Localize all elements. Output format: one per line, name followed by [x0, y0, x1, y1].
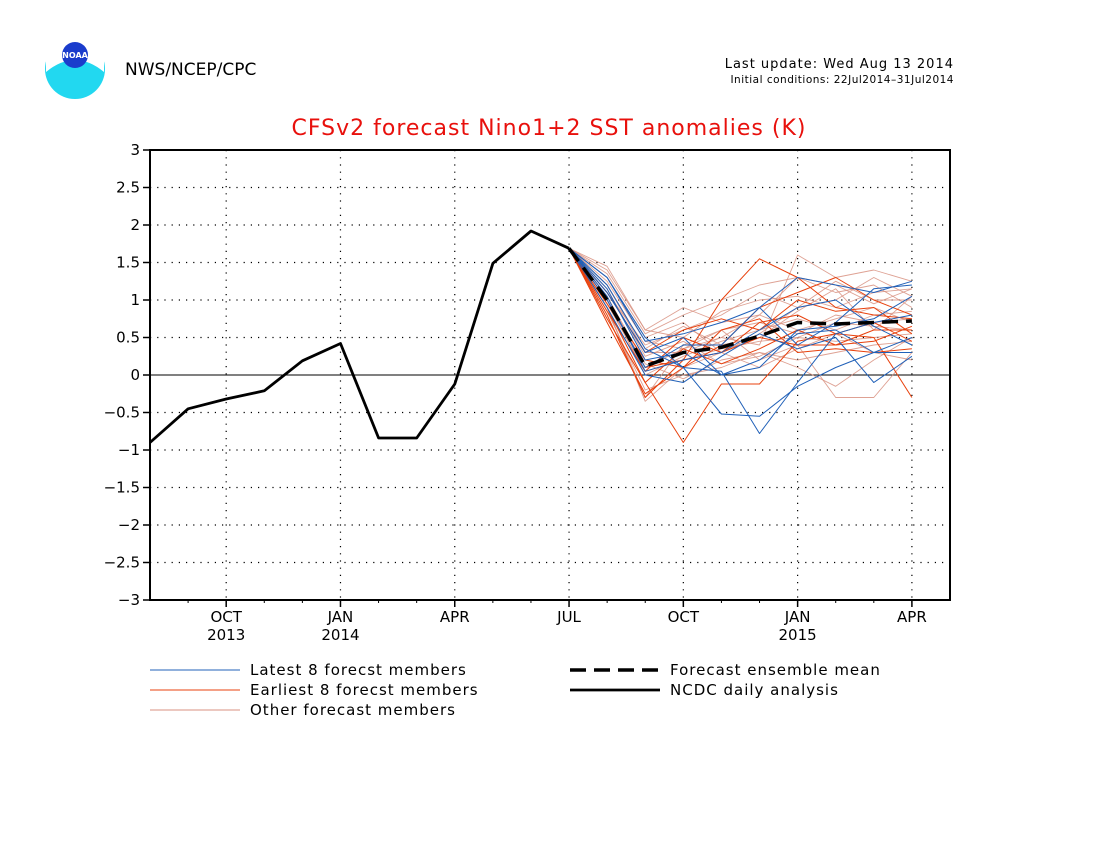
earliest-member-line — [568, 248, 913, 383]
x-tick-label: JAN — [784, 608, 811, 626]
noaa-logo: NOAA — [45, 38, 105, 99]
y-tick-label: 0 — [130, 366, 140, 384]
x-tick-label: OCT — [210, 608, 242, 626]
y-tick-label: 1.5 — [116, 254, 140, 272]
other-member-line — [568, 248, 912, 372]
other-member-line — [568, 247, 913, 331]
x-tick-label: APR — [897, 608, 927, 626]
noaa-logo-center — [62, 42, 88, 68]
x-year-label: 2014 — [321, 626, 359, 644]
analysis-line — [149, 229, 570, 444]
plot-frame — [149, 149, 951, 601]
legend-label-analysis: NCDC daily analysis — [670, 681, 839, 699]
y-tick-label: 2.5 — [116, 179, 140, 197]
ensemble-mean-line — [567, 247, 912, 368]
y-tick-label: −2.5 — [104, 554, 140, 572]
y-axis: −3 −2.5 −2 −1.5 −1 −0.5 0 0.5 1 1.5 2 2.5 3 — [104, 141, 150, 609]
legend-label-mean: Forecast ensemble mean — [670, 661, 881, 679]
x-tick-label: JUL — [556, 608, 581, 626]
y-tick-label: −1.5 — [104, 479, 140, 497]
latest-member-line — [568, 247, 913, 372]
other-member-line — [568, 247, 912, 338]
y-tick-label: −3 — [118, 591, 140, 609]
legend-label-earliest: Earliest 8 forecst members — [250, 681, 479, 699]
chart-title: CFSv2 forecast Nino1+2 SST anomalies (K) — [292, 116, 807, 141]
latest-member-line — [568, 248, 913, 383]
y-tick-label: 2 — [130, 216, 140, 234]
analysis-group — [149, 229, 570, 444]
grid-lines — [150, 150, 950, 600]
x-tick-label: APR — [440, 608, 470, 626]
initial-conditions-label: Initial conditions: 22Jul2014–31Jul2014 — [730, 74, 954, 86]
x-year-label: 2015 — [779, 626, 817, 644]
latest-member-line — [568, 247, 913, 376]
legend-label-latest: Latest 8 forecst members — [250, 661, 467, 679]
latest-member-line — [568, 247, 912, 346]
y-tick-label: 1 — [130, 291, 140, 309]
x-year-label: 2013 — [207, 626, 245, 644]
ensemble-mean-group — [567, 247, 912, 368]
last-update-label: Last update: Wed Aug 13 2014 — [724, 57, 954, 72]
earliest-member-line — [568, 248, 913, 443]
x-tick-label: OCT — [668, 608, 700, 626]
other-member-line — [568, 248, 912, 346]
agency-label: NWS/NCEP/CPC — [125, 60, 257, 80]
noaa-logo-text: NOAA — [62, 51, 88, 60]
y-tick-label: 3 — [130, 141, 140, 159]
x-tick-label: JAN — [327, 608, 354, 626]
y-tick-label: −1 — [118, 441, 140, 459]
earliest-member-line — [568, 248, 913, 372]
latest-member-line — [568, 247, 912, 434]
latest-member-line — [568, 247, 913, 376]
legend: Latest 8 forecst members Earliest 8 forec… — [150, 661, 881, 719]
legend-label-other: Other forecast members — [250, 701, 456, 719]
y-tick-label: −0.5 — [104, 404, 140, 422]
y-tick-label: −2 — [118, 516, 140, 534]
y-tick-label: 0.5 — [116, 329, 140, 347]
